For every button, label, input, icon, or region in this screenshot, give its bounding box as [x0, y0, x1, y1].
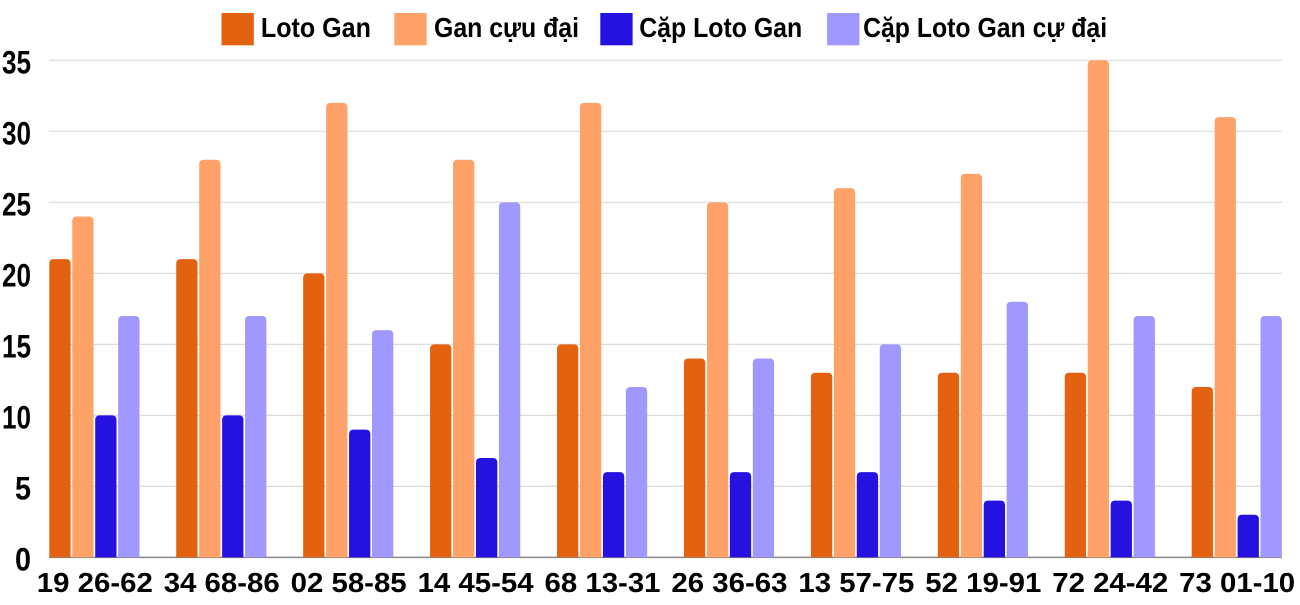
svg-text:34 68-86: 34 68-86: [164, 567, 280, 598]
svg-text:52 19-91: 52 19-91: [925, 567, 1041, 598]
svg-text:Gan cựu đại: Gan cựu đại: [434, 12, 579, 43]
svg-text:Loto Gan: Loto Gan: [261, 12, 371, 43]
svg-text:13 57-75: 13 57-75: [798, 567, 914, 598]
svg-text:68 13-31: 68 13-31: [545, 567, 661, 598]
svg-text:26 36-63: 26 36-63: [671, 567, 787, 598]
svg-text:14 45-54: 14 45-54: [418, 567, 535, 598]
svg-text:19 26-62: 19 26-62: [37, 567, 153, 598]
svg-text:20: 20: [2, 257, 31, 293]
svg-text:Cặp Loto Gan cự đại: Cặp Loto Gan cự đại: [863, 12, 1107, 43]
svg-text:10: 10: [2, 399, 31, 435]
svg-text:02 58-85: 02 58-85: [291, 567, 407, 598]
svg-text:73 01-10: 73 01-10: [1179, 567, 1295, 598]
svg-text:5: 5: [15, 470, 31, 506]
svg-text:72 24-42: 72 24-42: [1052, 567, 1168, 598]
svg-text:15: 15: [2, 328, 31, 364]
svg-text:25: 25: [2, 186, 31, 222]
svg-text:0: 0: [15, 541, 31, 577]
svg-text:30: 30: [2, 115, 31, 151]
svg-text:35: 35: [2, 44, 31, 80]
svg-text:Cặp Loto Gan: Cặp Loto Gan: [639, 12, 802, 43]
